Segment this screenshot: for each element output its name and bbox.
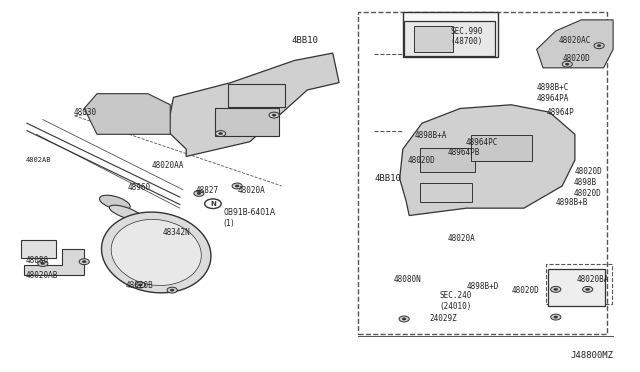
Circle shape <box>402 318 406 320</box>
Text: 24029Z: 24029Z <box>429 314 458 323</box>
Text: 48080N: 48080N <box>394 275 421 283</box>
Text: N: N <box>210 201 216 207</box>
Ellipse shape <box>102 212 211 293</box>
Circle shape <box>272 114 276 116</box>
Circle shape <box>167 287 177 293</box>
Text: 48020D: 48020D <box>562 54 590 63</box>
Circle shape <box>269 112 279 118</box>
Text: 48020AB: 48020AB <box>26 271 58 280</box>
Circle shape <box>236 185 239 187</box>
Circle shape <box>594 43 604 49</box>
Circle shape <box>554 288 557 291</box>
Circle shape <box>197 192 201 195</box>
Text: 4898B+C: 4898B+C <box>537 83 569 92</box>
Circle shape <box>79 259 90 264</box>
Text: 48020A: 48020A <box>447 234 475 243</box>
Text: J48800MZ: J48800MZ <box>570 351 613 360</box>
FancyBboxPatch shape <box>404 21 495 56</box>
Text: 48020AA: 48020AA <box>151 161 184 170</box>
Circle shape <box>554 316 557 318</box>
Polygon shape <box>399 105 575 215</box>
Polygon shape <box>537 20 613 68</box>
Text: 48964PA: 48964PA <box>537 94 569 103</box>
Polygon shape <box>24 249 84 275</box>
Text: SEC.990
(48700): SEC.990 (48700) <box>451 27 483 46</box>
Circle shape <box>135 282 145 288</box>
Text: 4BB10: 4BB10 <box>291 36 318 45</box>
Text: 48030: 48030 <box>74 108 97 118</box>
Text: 48020D: 48020D <box>575 167 603 176</box>
Circle shape <box>205 199 221 209</box>
Text: 48020D: 48020D <box>511 286 539 295</box>
FancyBboxPatch shape <box>403 13 499 57</box>
Circle shape <box>399 316 409 322</box>
Circle shape <box>138 284 142 286</box>
Text: 48964P: 48964P <box>546 108 574 117</box>
FancyBboxPatch shape <box>228 84 285 107</box>
Text: 48960: 48960 <box>127 183 150 192</box>
Text: 48342N: 48342N <box>163 228 190 237</box>
Circle shape <box>582 286 593 292</box>
Text: 4BB10: 4BB10 <box>374 174 401 183</box>
Text: 48020D: 48020D <box>573 189 602 198</box>
FancyBboxPatch shape <box>471 135 532 161</box>
Polygon shape <box>84 94 170 134</box>
Text: 4802AB: 4802AB <box>26 157 51 163</box>
FancyBboxPatch shape <box>548 269 605 306</box>
Text: 4898B+A: 4898B+A <box>414 131 447 140</box>
Polygon shape <box>167 53 339 157</box>
FancyBboxPatch shape <box>20 240 56 258</box>
Text: 4898B+D: 4898B+D <box>467 282 499 291</box>
Ellipse shape <box>109 205 142 220</box>
FancyBboxPatch shape <box>420 148 475 172</box>
Circle shape <box>586 288 589 291</box>
Text: 4898B+B: 4898B+B <box>556 198 588 207</box>
FancyBboxPatch shape <box>215 109 278 136</box>
FancyBboxPatch shape <box>420 183 472 202</box>
Text: 48080: 48080 <box>26 256 49 265</box>
Text: 48020D: 48020D <box>408 156 436 166</box>
Circle shape <box>83 260 86 263</box>
Text: 48020BA: 48020BA <box>576 275 609 283</box>
Circle shape <box>550 286 561 292</box>
Text: 48020A: 48020A <box>237 186 265 195</box>
Ellipse shape <box>99 195 130 210</box>
Text: 48964PB: 48964PB <box>447 148 480 157</box>
Text: SEC.240
(24010): SEC.240 (24010) <box>439 292 472 311</box>
Circle shape <box>170 289 174 291</box>
Circle shape <box>550 314 561 320</box>
Text: 0B91B-6401A
(1): 0B91B-6401A (1) <box>223 208 275 228</box>
Circle shape <box>232 183 243 189</box>
FancyBboxPatch shape <box>414 26 452 52</box>
Circle shape <box>597 45 601 47</box>
Circle shape <box>219 132 223 135</box>
Circle shape <box>38 260 48 266</box>
Circle shape <box>41 262 45 264</box>
Circle shape <box>562 61 572 67</box>
Text: 48827: 48827 <box>196 186 219 195</box>
Circle shape <box>194 190 204 196</box>
Circle shape <box>565 63 569 65</box>
Text: 48020B: 48020B <box>125 281 154 290</box>
Circle shape <box>216 131 226 137</box>
Text: 4898B: 4898B <box>573 178 596 187</box>
Text: 48020AC: 48020AC <box>559 36 591 45</box>
Ellipse shape <box>111 219 201 285</box>
Text: 48964PC: 48964PC <box>465 138 498 147</box>
